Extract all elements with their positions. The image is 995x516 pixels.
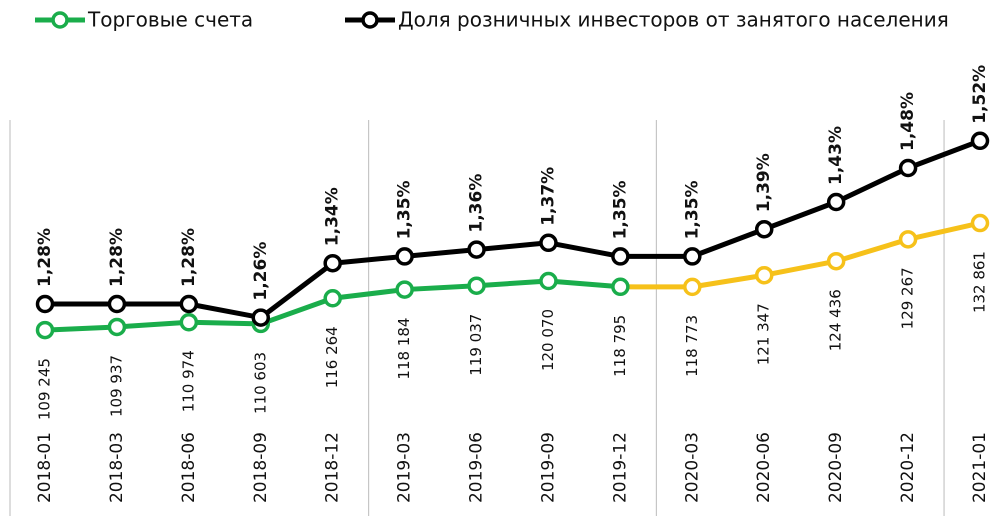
data-label: 109 937 (107, 355, 125, 417)
line-marker (251, 308, 271, 327)
data-label: 1,34% (323, 187, 343, 246)
line-segment (689, 226, 767, 259)
line-marker (683, 277, 702, 297)
line-marker (611, 247, 630, 266)
line-segment (330, 287, 408, 301)
x-tick-label: 2019-09 (538, 432, 558, 503)
data-label: 110 974 (179, 350, 197, 412)
x-tick-label: 2019-12 (610, 432, 630, 503)
legend-marker (51, 11, 69, 29)
line-segment (474, 240, 551, 253)
data-label: 132 861 (971, 251, 989, 313)
data-label: 109 245 (36, 358, 54, 420)
line-segment (545, 278, 623, 290)
x-tick-label: 2018-09 (251, 432, 271, 503)
line-segment (258, 295, 336, 327)
data-label: 1,28% (179, 228, 199, 287)
data-label: 118 773 (683, 315, 701, 377)
line-marker (107, 317, 127, 337)
line-segment (42, 324, 120, 333)
line-marker (35, 294, 55, 314)
x-tick-label: 2020-06 (754, 432, 774, 503)
line-segment (761, 258, 839, 278)
line-marker (539, 233, 558, 253)
x-tick-label: 2018-03 (107, 432, 127, 503)
line-marker (970, 213, 990, 233)
line-marker (179, 294, 199, 314)
line-marker (467, 240, 486, 259)
line-segment (402, 247, 480, 259)
line-marker (898, 158, 918, 178)
data-label: 1,43% (826, 126, 846, 185)
line-marker (970, 131, 990, 151)
x-tick-label: 2020-03 (682, 432, 702, 503)
data-label: 124 436 (827, 289, 845, 351)
x-tick-label: 2018-12 (323, 432, 343, 503)
line-segment (186, 301, 264, 321)
line-segment (330, 253, 408, 266)
data-label: 119 037 (467, 314, 485, 376)
line-marker (395, 247, 414, 266)
x-tick-label: 2020-09 (826, 432, 846, 503)
x-tick-label: 2020-12 (898, 432, 918, 503)
data-label: 118 795 (611, 315, 629, 377)
line-segment (689, 272, 767, 290)
line-marker (611, 277, 630, 297)
data-label: 1,35% (682, 180, 702, 239)
x-tick-label: 2021-01 (970, 432, 990, 503)
line-segment (761, 199, 839, 232)
line-segment (114, 319, 192, 330)
data-label: 110 603 (251, 352, 269, 414)
line-marker (467, 276, 486, 295)
data-label: 1,52% (970, 65, 990, 124)
data-label: 1,35% (395, 180, 415, 239)
line-marker (754, 219, 774, 239)
legend-label: Доля розничных инвесторов от занятого на… (398, 8, 949, 32)
line-marker (323, 289, 342, 308)
line-marker (179, 313, 199, 332)
line-marker (107, 294, 127, 314)
data-label: 129 267 (899, 267, 917, 329)
legend-label: Торговые счета (87, 8, 253, 32)
line-marker (826, 192, 846, 212)
line-segment (833, 236, 911, 264)
line-marker (35, 320, 55, 340)
line-marker (898, 230, 918, 249)
line-segment (258, 260, 336, 321)
line-segment (905, 220, 983, 242)
line-marker (683, 247, 702, 266)
line-segment (905, 138, 983, 171)
data-label: 1,35% (610, 180, 630, 239)
x-tick-label: 2019-06 (467, 432, 487, 503)
line-marker (323, 253, 342, 273)
data-label: 1,28% (35, 228, 55, 287)
line-marker (395, 280, 414, 299)
line-segment (186, 319, 264, 327)
line-marker (539, 271, 558, 291)
x-tick-label: 2018-01 (35, 432, 55, 503)
x-tick-label: 2018-06 (179, 432, 199, 503)
data-label: 1,48% (898, 92, 918, 151)
line-segment (833, 165, 911, 205)
legend-marker (361, 11, 379, 29)
data-label: 1,36% (467, 174, 487, 233)
data-label: 1,26% (251, 242, 271, 301)
line-marker (826, 251, 846, 271)
data-label: 1,39% (754, 153, 774, 212)
line-segment (402, 283, 480, 293)
line-segment (474, 278, 551, 289)
data-label: 120 070 (539, 309, 557, 371)
data-label: 1,37% (538, 167, 558, 226)
data-label: 116 264 (323, 326, 341, 388)
data-label: 1,28% (107, 228, 127, 287)
x-tick-label: 2019-03 (395, 432, 415, 503)
data-label: 121 347 (755, 303, 773, 365)
line-marker (754, 265, 774, 285)
data-label: 118 184 (395, 318, 413, 380)
line-segment (545, 240, 623, 259)
